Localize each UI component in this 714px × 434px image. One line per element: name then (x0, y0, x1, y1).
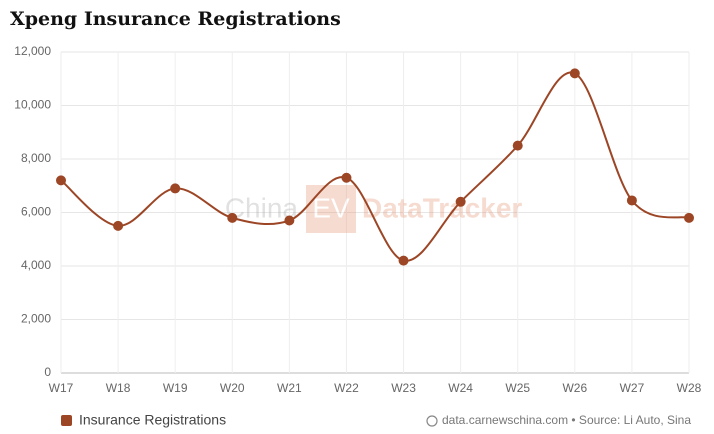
point (284, 215, 295, 226)
y-tick-label: 8,000 (21, 151, 51, 165)
y-tick-label: 6,000 (21, 205, 51, 219)
point (455, 196, 466, 207)
point (56, 175, 66, 186)
watermark-text: DataTracker (362, 192, 522, 223)
point (341, 172, 352, 183)
x-tick-label: W27 (620, 381, 645, 395)
x-tick-label: W24 (448, 381, 473, 395)
point (227, 212, 238, 223)
legend-swatch (61, 415, 72, 426)
y-tick-label: 0 (44, 365, 51, 379)
grid (60, 51, 690, 374)
watermark-badge: EV (312, 192, 350, 223)
x-tick-label: W26 (562, 381, 587, 395)
source-icon (426, 415, 438, 427)
y-tick-label: 4,000 (21, 258, 51, 272)
point (684, 212, 694, 223)
x-tick-label: W18 (106, 381, 131, 395)
y-tick-label: 10,000 (14, 98, 51, 112)
y-tick-label: 2,000 (21, 312, 51, 326)
y-tick-label: 12,000 (14, 44, 51, 58)
source: data.carnewschina.com • Source: Li Auto,… (442, 413, 691, 427)
x-tick-label: W17 (49, 381, 74, 395)
x-tick-label: W23 (391, 381, 416, 395)
point (569, 68, 580, 79)
x-tick-label: W28 (677, 381, 702, 395)
point (398, 255, 409, 266)
x-tick-label: W21 (277, 381, 302, 395)
x-tick-label: W19 (163, 381, 188, 395)
point (512, 140, 523, 151)
legend-label: Insurance Registrations (79, 412, 226, 428)
x-tick-label: W25 (505, 381, 530, 395)
chart-title: Xpeng Insurance Registrations (10, 8, 341, 30)
watermark: China EV DataTracker (225, 185, 522, 233)
x-tick-label: W20 (220, 381, 245, 395)
line (60, 71, 690, 262)
watermark-badge-box (306, 185, 356, 233)
point (626, 195, 637, 206)
x-tick-label: W22 (334, 381, 359, 395)
point (170, 183, 181, 194)
point (113, 220, 124, 231)
